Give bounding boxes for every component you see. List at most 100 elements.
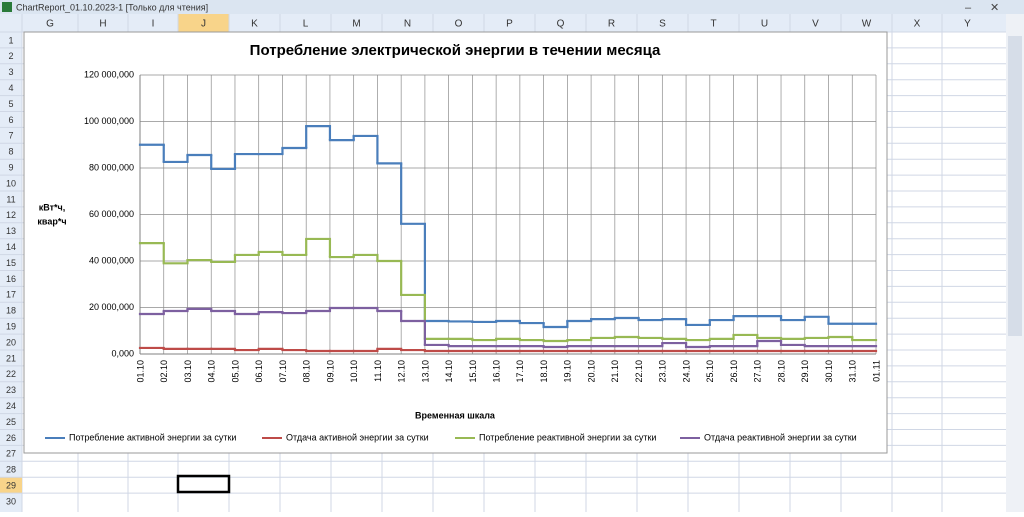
row-header: 17 xyxy=(6,290,16,300)
x-tick-label: 06.10 xyxy=(254,360,264,383)
x-tick-label: 26.10 xyxy=(729,360,739,383)
y-tick-label: 100 000,000 xyxy=(84,116,134,126)
legend-label: Отдача реактивной энергии за сутки xyxy=(704,432,857,442)
row-header: 22 xyxy=(6,369,16,379)
column-header: Q xyxy=(557,19,565,30)
y-tick-label: 120 000,000 xyxy=(84,69,134,79)
y-tick-label: 0,000 xyxy=(111,348,134,358)
column-header: O xyxy=(455,19,463,30)
x-tick-label: 29.10 xyxy=(800,360,810,383)
row-header: 26 xyxy=(6,433,16,443)
row-header: 18 xyxy=(6,306,16,316)
column-header: J xyxy=(201,19,206,30)
column-header-selected xyxy=(178,14,229,32)
column-header: L xyxy=(303,19,309,30)
row-header: 20 xyxy=(6,337,16,347)
chart-area[interactable] xyxy=(23,31,888,454)
x-tick-label: 28.10 xyxy=(776,360,786,383)
x-tick-label: 14.10 xyxy=(444,360,454,383)
y-tick-label: 60 000,000 xyxy=(89,209,134,219)
row-header: 15 xyxy=(6,258,16,268)
x-tick-label: 04.10 xyxy=(207,360,217,383)
row-header: 14 xyxy=(6,242,16,252)
x-tick-label: 20.10 xyxy=(586,360,596,383)
legend-label: Потребление реактивной энергии за сутки xyxy=(479,432,656,442)
column-header: H xyxy=(99,19,106,30)
x-tick-label: 07.10 xyxy=(278,360,288,383)
x-tick-label: 17.10 xyxy=(515,360,525,383)
row-header: 7 xyxy=(8,131,13,141)
x-tick-label: 25.10 xyxy=(705,360,715,383)
x-tick-label: 13.10 xyxy=(420,360,430,383)
row-header: 3 xyxy=(8,67,13,77)
row-header: 13 xyxy=(6,226,16,236)
x-tick-label: 19.10 xyxy=(563,360,573,383)
row-header: 2 xyxy=(8,51,13,61)
selected-cell[interactable] xyxy=(176,474,231,494)
scroll-thumb[interactable] xyxy=(1008,36,1022,336)
y-tick-label: 20 000,000 xyxy=(89,302,134,312)
row-header: 1 xyxy=(8,35,13,45)
row-header: 12 xyxy=(6,210,16,220)
chart-title: Потребление электрической энергии в тече… xyxy=(250,42,661,59)
row-header: 4 xyxy=(8,83,13,93)
row-header: 11 xyxy=(6,194,15,204)
x-tick-label: 24.10 xyxy=(681,360,691,383)
legend-label: Отдача активной энергии за сутки xyxy=(286,432,429,442)
column-header: I xyxy=(152,19,155,30)
x-tick-label: 21.10 xyxy=(610,360,620,383)
column-header: U xyxy=(761,19,768,30)
row-header-selected xyxy=(0,477,22,494)
x-tick-label: 05.10 xyxy=(230,360,240,383)
column-header: S xyxy=(659,19,666,30)
minimize-button[interactable]: – xyxy=(965,2,972,14)
column-header: X xyxy=(914,19,921,30)
row-header: 8 xyxy=(8,147,13,157)
close-button[interactable]: ✕ xyxy=(990,2,999,14)
x-tick-label: 31.10 xyxy=(848,360,858,383)
row-header: 9 xyxy=(8,163,13,173)
window-title: ChartReport_01.10.2023-1 [Только для чте… xyxy=(16,2,208,12)
row-header: 29 xyxy=(6,481,16,491)
column-header-bar xyxy=(0,14,1024,32)
app-icon xyxy=(2,2,12,12)
x-tick-label: 30.10 xyxy=(824,360,834,383)
column-header: T xyxy=(710,19,716,30)
x-tick-label: 09.10 xyxy=(325,360,335,383)
column-header: G xyxy=(46,19,54,30)
legend-label: Потребление активной энергии за сутки xyxy=(69,432,236,442)
x-tick-label: 11.10 xyxy=(373,360,383,382)
column-header: P xyxy=(506,19,513,30)
x-tick-label: 23.10 xyxy=(658,360,668,383)
x-tick-label: 02.10 xyxy=(159,360,169,383)
row-header: 25 xyxy=(6,417,16,427)
column-header: N xyxy=(404,19,411,30)
column-header: K xyxy=(251,19,258,30)
x-tick-label: 12.10 xyxy=(397,360,407,383)
y-axis-title: квар*ч xyxy=(37,216,66,226)
column-header: W xyxy=(862,19,872,30)
row-header-bar xyxy=(0,14,22,512)
row-header: 16 xyxy=(6,274,16,284)
x-tick-label: 18.10 xyxy=(539,360,549,383)
row-header: 5 xyxy=(8,99,13,109)
x-tick-label: 15.10 xyxy=(468,360,478,383)
row-header: 27 xyxy=(6,449,16,459)
title-bar xyxy=(0,0,1024,14)
y-tick-label: 40 000,000 xyxy=(89,255,134,265)
row-header: 21 xyxy=(6,353,16,363)
row-header: 19 xyxy=(6,322,16,332)
row-header: 30 xyxy=(6,496,16,506)
column-header: Y xyxy=(964,19,971,30)
x-tick-label: 10.10 xyxy=(349,360,359,383)
x-tick-label: 03.10 xyxy=(183,360,193,383)
row-header: 23 xyxy=(6,385,16,395)
x-tick-label: 16.10 xyxy=(492,360,502,383)
x-tick-label: 27.10 xyxy=(753,360,763,383)
column-header: M xyxy=(352,19,360,30)
row-header: 10 xyxy=(6,178,16,188)
y-axis-title: кВт*ч, xyxy=(39,202,66,212)
x-tick-label: 22.10 xyxy=(634,360,644,383)
column-header: R xyxy=(608,19,615,30)
